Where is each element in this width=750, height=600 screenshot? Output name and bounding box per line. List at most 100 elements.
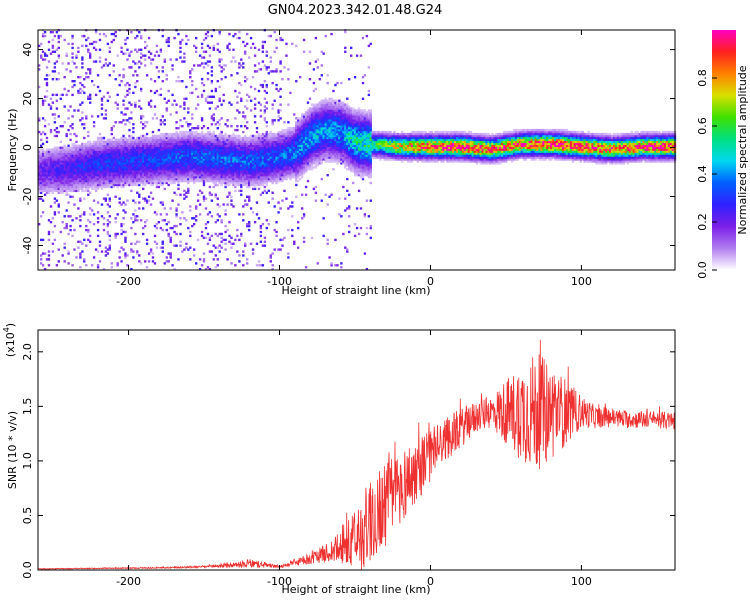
spectrogram-cell: [108, 142, 111, 146]
spectrogram-cell: [306, 128, 310, 132]
spectrogram-cell: [267, 172, 270, 175]
spectrogram-cell: [238, 136, 241, 140]
spectrogram-cell: [61, 125, 64, 128]
spectrogram-cell: [304, 127, 308, 130]
spectrogram-cell: [191, 156, 194, 159]
spectrogram-cell: [165, 181, 168, 185]
spectrogram-cell: [53, 162, 57, 165]
spectrogram-cell: [67, 201, 70, 204]
spectrogram-cell: [230, 181, 233, 185]
spectrogram-cell: [104, 197, 108, 200]
spectrogram-cell: [67, 183, 70, 187]
spectrogram-cell: [179, 125, 182, 128]
spectrogram-cell: [265, 125, 268, 128]
spectrogram-cell: [73, 183, 76, 187]
spectrogram-cell: [171, 132, 174, 136]
spectrogram-cell: [51, 181, 55, 185]
spectrogram-cell: [45, 189, 49, 193]
spectrogram-cell: [47, 187, 51, 191]
spectrogram-cell: [83, 160, 86, 163]
spectrogram-cell: [277, 177, 280, 181]
spectrogram-cell: [149, 138, 153, 142]
spectrogram-cell: [49, 154, 53, 157]
spectrogram-cell: [259, 181, 263, 185]
spectrogram-cell: [40, 162, 43, 165]
spectrogram-cell: [191, 91, 194, 95]
spectrogram-cell: [279, 238, 282, 242]
spectrogram-cell: [49, 181, 53, 185]
spectrogram-cell: [55, 134, 59, 138]
spectrogram-cell: [234, 158, 237, 161]
spectrogram-cell: [308, 121, 312, 124]
spectrogram-cell: [155, 44, 159, 48]
spectrogram-cell: [185, 179, 188, 183]
spectrogram-cell: [267, 150, 270, 153]
spectrogram-cell: [145, 44, 149, 48]
spectrogram-cell: [163, 144, 166, 147]
spectrogram-cell: [271, 148, 274, 151]
spectrogram-cell: [214, 176, 217, 179]
spectrogram-cell: [195, 205, 198, 208]
spectrogram-cell: [228, 138, 231, 142]
spectrogram-cell: [253, 181, 257, 185]
spectrogram-cell: [255, 177, 259, 181]
spectrogram-cell: [255, 174, 259, 177]
spectrogram-cell: [122, 74, 125, 77]
spectrogram-cell: [285, 128, 288, 132]
spectrogram-cell: [102, 158, 106, 161]
spectrogram-cell: [275, 221, 278, 224]
spectrogram-cell: [275, 83, 278, 87]
spectrogram-cell: [200, 150, 204, 153]
spectrogram-cell: [165, 156, 168, 159]
spectrogram-cell: [138, 170, 141, 173]
spectrogram-cell: [140, 117, 143, 120]
spectrogram-cell: [196, 132, 200, 136]
spectrogram-cell: [73, 142, 76, 146]
spectrogram-cell: [175, 130, 178, 134]
spectrogram-cell: [287, 138, 290, 142]
spectrogram-cell: [124, 140, 127, 144]
spectrogram-cell: [234, 146, 237, 149]
spectrogram-cell: [287, 168, 290, 171]
spectrogram-cell: [187, 144, 190, 147]
spectrogram-cell: [144, 121, 147, 124]
spectrogram-cell: [159, 226, 163, 230]
spectrogram-cell: [89, 150, 92, 153]
spectrogram-cell: [244, 158, 247, 161]
spectrogram-cell: [216, 152, 219, 155]
spectrogram-cell: [208, 150, 212, 153]
spectrogram-cell: [155, 140, 159, 144]
spectrogram-cell: [198, 268, 202, 271]
spectrogram-cell: [165, 78, 168, 81]
spectrogram-cell: [228, 191, 231, 194]
spectrogram-cell: [41, 252, 45, 255]
spectrogram-cell: [175, 177, 178, 181]
spectrogram-cell: [255, 134, 259, 138]
spectrogram-cell: [269, 138, 272, 142]
spectrogram-cell: [191, 146, 194, 149]
spectrogram-cell: [169, 132, 172, 136]
spectrogram-cell: [287, 207, 290, 210]
spectrogram-cell: [193, 223, 196, 226]
spectrogram-cell: [161, 164, 164, 167]
spectrogram-cell: [267, 158, 270, 161]
spectrogram-cell: [259, 234, 263, 238]
spectrogram-cell: [77, 156, 80, 159]
spectrogram-cell: [40, 181, 43, 185]
spectrogram-cell: [204, 158, 208, 161]
spectrogram-cell: [187, 156, 190, 159]
spectrogram-cell: [145, 156, 149, 159]
spectrogram-cell: [142, 183, 145, 187]
spectrogram-cell: [171, 158, 174, 161]
spectrogram-cell: [263, 140, 267, 144]
spectrogram-cell: [118, 150, 121, 153]
spectrogram-cell: [59, 168, 62, 171]
spectrogram-cell: [299, 150, 302, 153]
spectrogram-cell: [140, 172, 143, 175]
spectrogram-cell: [147, 166, 151, 169]
spectrogram-cell: [91, 162, 94, 165]
spectrogram-cell: [45, 179, 49, 183]
spectrogram-cell: [189, 148, 192, 151]
spectrogram-cell: [73, 168, 76, 171]
spectrogram-cell: [132, 183, 135, 187]
